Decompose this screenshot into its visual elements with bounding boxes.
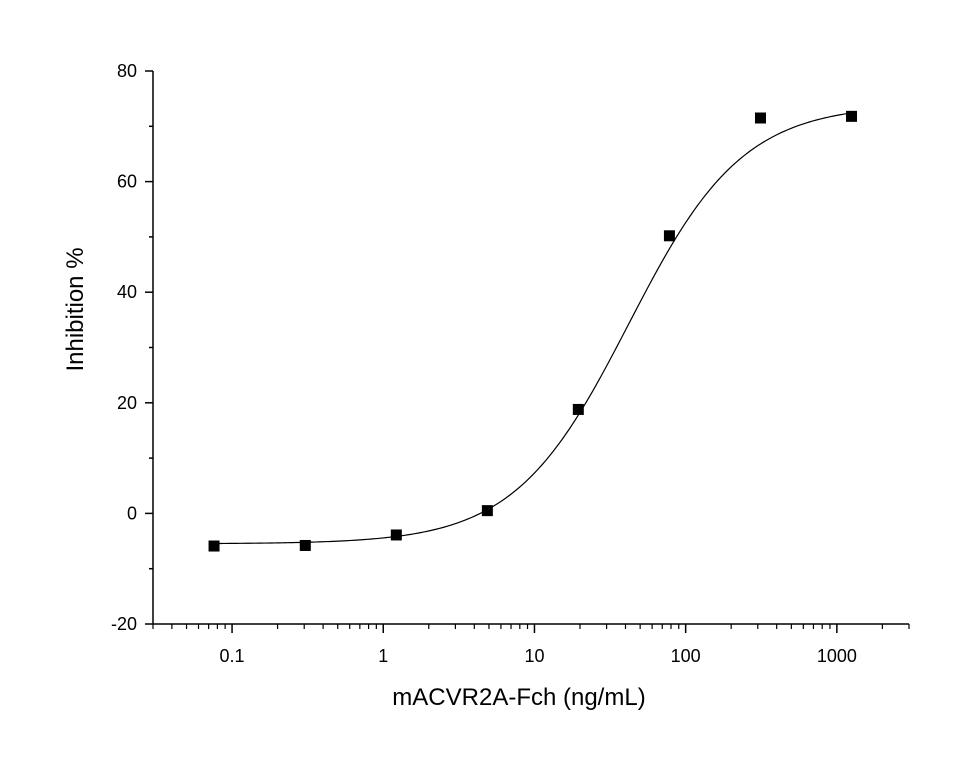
data-point [390,529,402,541]
y-tick-label: -20 [111,614,137,634]
x-tick-label: 100 [671,646,701,666]
y-tick-label: 60 [117,172,137,192]
x-tick-label: 1 [378,646,388,666]
data-point [754,112,766,124]
data-point [846,110,858,122]
x-tick-label: 10 [524,646,544,666]
y-tick-label: 80 [117,61,137,81]
data-point [299,539,311,551]
y-axis-title: Inhibition % [62,247,89,371]
y-tick-label: 20 [117,393,137,413]
data-point [208,540,220,552]
x-tick-label: 1000 [817,646,857,666]
data-point [572,403,584,415]
x-axis-title: mACVR2A-Fch (ng/mL) [392,684,645,711]
x-tick-label: 0.1 [220,646,245,666]
fit-curve [213,112,852,545]
y-tick-label: 0 [127,503,137,523]
y-tick-label: 40 [117,282,137,302]
data-point [663,230,675,242]
data-point [481,505,493,517]
